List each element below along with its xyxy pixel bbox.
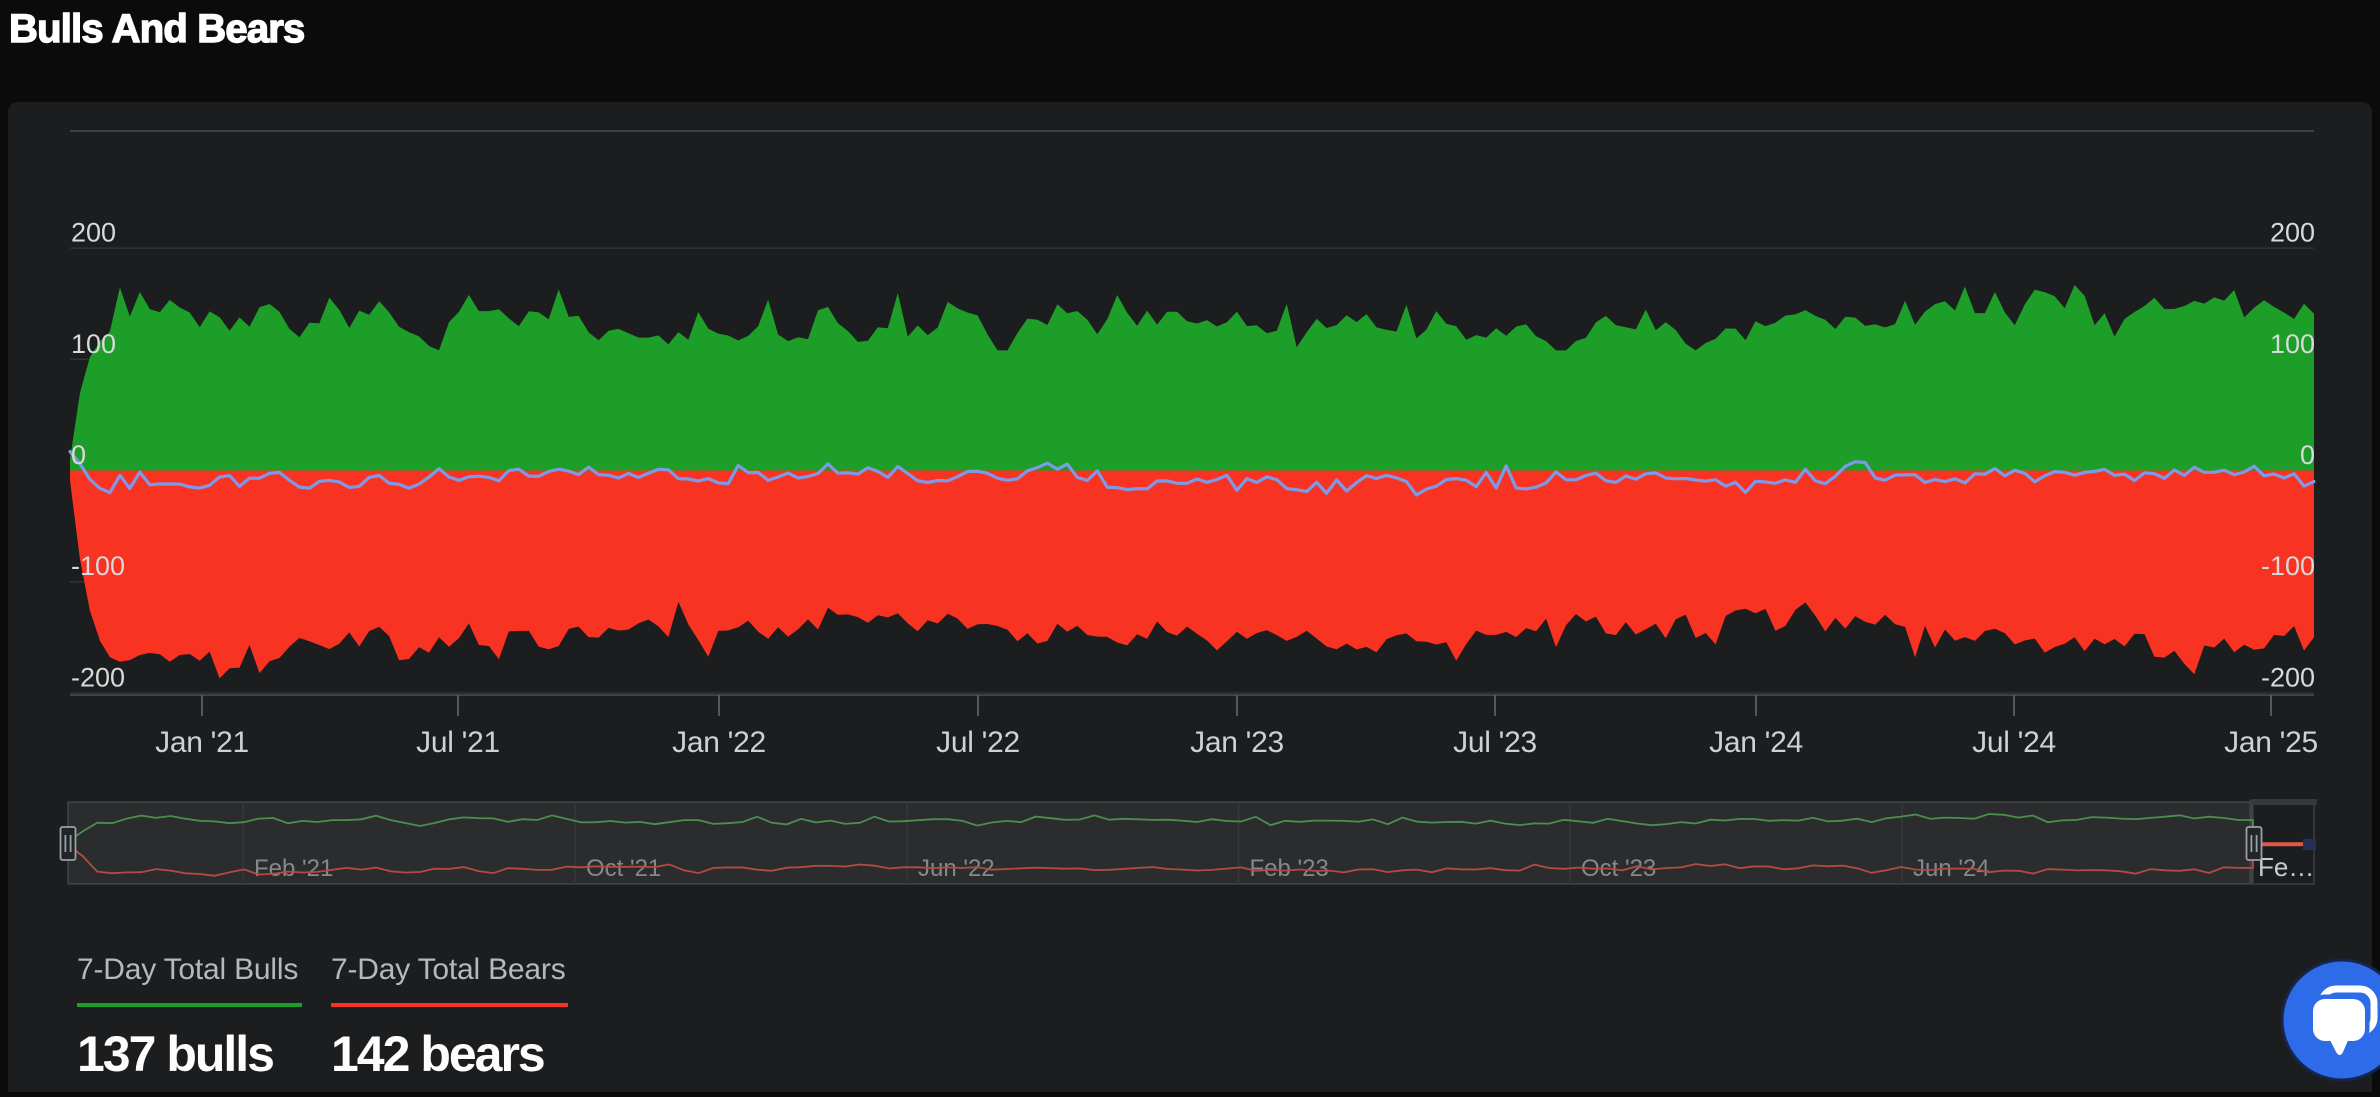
svg-text:100: 100 (71, 329, 116, 359)
svg-text:Jan '22: Jan '22 (672, 726, 766, 759)
svg-text:200: 200 (2270, 218, 2315, 248)
svg-text:Feb '23: Feb '23 (1250, 855, 1329, 882)
svg-text:142 bears: 142 bears (331, 1026, 544, 1082)
svg-text:Jul '22: Jul '22 (936, 726, 1020, 759)
svg-text:7-Day Total Bears: 7-Day Total Bears (331, 953, 566, 986)
svg-text:Jul '24: Jul '24 (1972, 726, 2056, 759)
svg-text:100: 100 (2270, 329, 2315, 359)
svg-text:Feb '21: Feb '21 (254, 855, 333, 882)
svg-text:0: 0 (71, 440, 86, 470)
svg-text:200: 200 (71, 218, 116, 248)
svg-text:Jul '23: Jul '23 (1453, 726, 1537, 759)
svg-text:Oct '21: Oct '21 (586, 855, 661, 882)
svg-text:Jan '21: Jan '21 (155, 726, 249, 759)
svg-text:Jan '25: Jan '25 (2224, 726, 2318, 759)
svg-text:7-Day Total Bulls: 7-Day Total Bulls (77, 953, 298, 986)
svg-text:-100: -100 (2261, 551, 2315, 581)
svg-text:137 bulls: 137 bulls (77, 1026, 273, 1082)
svg-text:0: 0 (2300, 440, 2315, 470)
svg-text:-100: -100 (71, 551, 125, 581)
svg-text:-200: -200 (71, 662, 125, 692)
svg-text:Jan '24: Jan '24 (1709, 726, 1803, 759)
svg-text:Fe…: Fe… (2258, 852, 2314, 882)
svg-text:Jul '21: Jul '21 (416, 726, 500, 759)
svg-text:-200: -200 (2261, 662, 2315, 692)
svg-text:Jan '23: Jan '23 (1190, 726, 1284, 759)
